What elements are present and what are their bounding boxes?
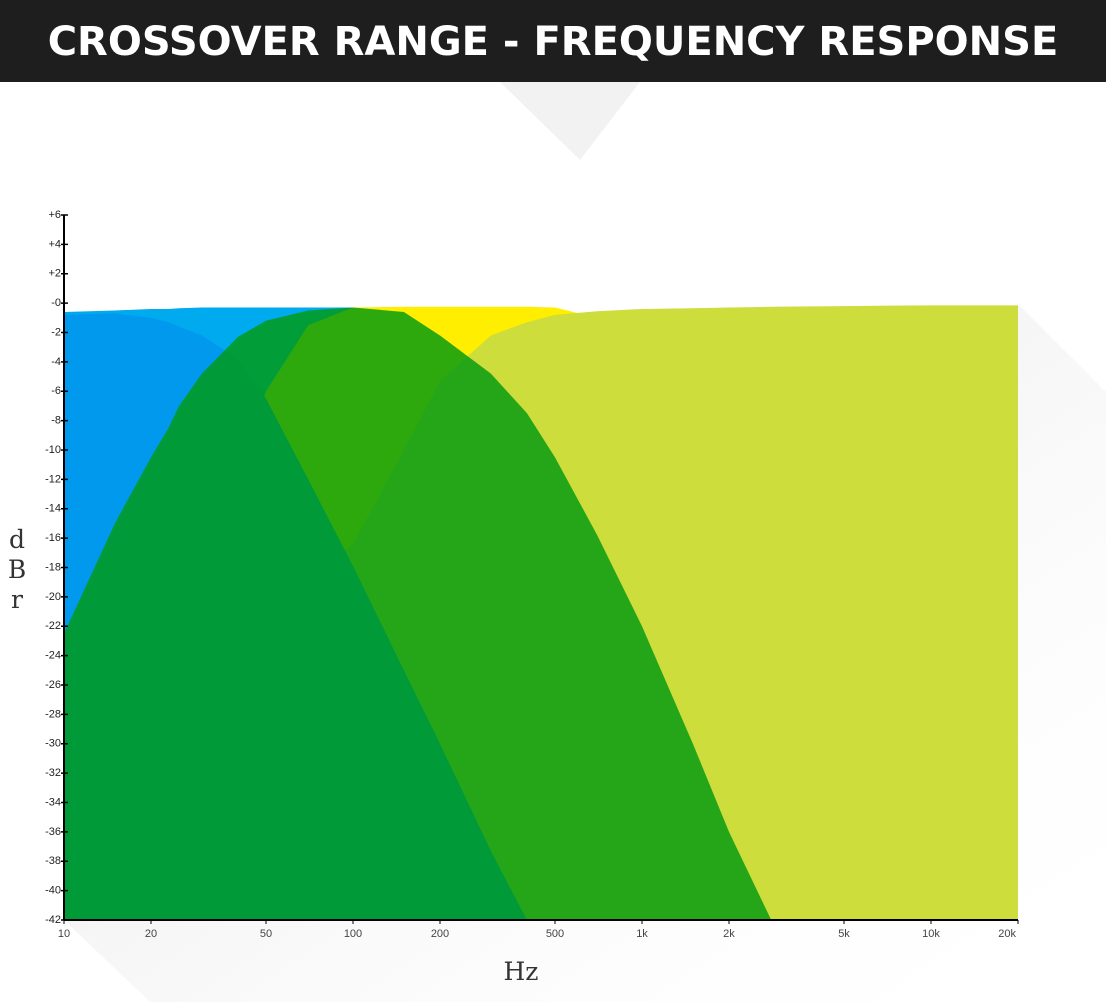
plot-shadow — [64, 304, 1106, 1002]
x-tick-label: 50 — [260, 928, 272, 940]
axes: +6 +4 +2 -0 -2 -4 -6 -8 -10 -12 -14 -16 -18 -20 -22 -24… — [8, 209, 1019, 986]
y-tick-label: -28 — [45, 708, 61, 720]
y-tick-label: -36 — [45, 826, 61, 838]
y-tick-label: -26 — [45, 679, 61, 691]
x-tick-label: 500 — [546, 928, 564, 940]
area — [64, 307, 772, 920]
y-tick-label: -10 — [45, 444, 61, 456]
y-tick-label: -34 — [45, 796, 61, 808]
y-tick-label: -30 — [45, 738, 61, 750]
x-tick-label: 100 — [344, 928, 362, 940]
y-tick-label: -40 — [45, 885, 61, 897]
title-bar — [0, 0, 1106, 82]
x-tick-label: 2k — [723, 928, 735, 940]
y-tick-label: +4 — [48, 238, 61, 250]
y-tick-label: -6 — [51, 385, 61, 397]
areas — [64, 305, 1018, 920]
x-tick-label: 1k — [636, 928, 648, 940]
y-tick-label: -18 — [45, 561, 61, 573]
y-tick-label: -14 — [45, 503, 61, 515]
x-tick-label: 20k — [998, 928, 1016, 940]
y-tick-label: -2 — [51, 326, 61, 338]
x-tick-label: 10k — [922, 928, 940, 940]
y-axis-label-letter: r — [11, 585, 23, 614]
y-tick-label: +2 — [48, 268, 61, 280]
y-tick-label: +6 — [48, 209, 61, 221]
y-axis-label-letter: d — [9, 525, 25, 554]
y-tick-label: -32 — [45, 767, 61, 779]
x-tick-label: 200 — [431, 928, 449, 940]
y-tick-label: -0 — [51, 297, 61, 309]
x-tick-label: 20 — [145, 928, 157, 940]
title-shadow — [500, 82, 640, 160]
y-tick-label: -20 — [45, 591, 61, 603]
x-axis-label: Hz — [504, 957, 539, 986]
y-tick-label: -8 — [51, 415, 61, 427]
y-tick-label: -22 — [45, 620, 61, 632]
x-tick-label: 5k — [838, 928, 850, 940]
x-tick-label: 10 — [58, 928, 70, 940]
y-tick-label: -24 — [45, 650, 61, 662]
y-tick-label: -42 — [45, 914, 61, 926]
y-tick-label: -4 — [51, 356, 61, 368]
y-tick-label: -16 — [45, 532, 61, 544]
y-tick-label: -38 — [45, 855, 61, 867]
chart-title: CROSSOVER RANGE - FREQUENCY RESPONSE — [48, 19, 1059, 65]
y-axis-label-letter: B — [8, 555, 26, 584]
y-tick-label: -12 — [45, 473, 61, 485]
